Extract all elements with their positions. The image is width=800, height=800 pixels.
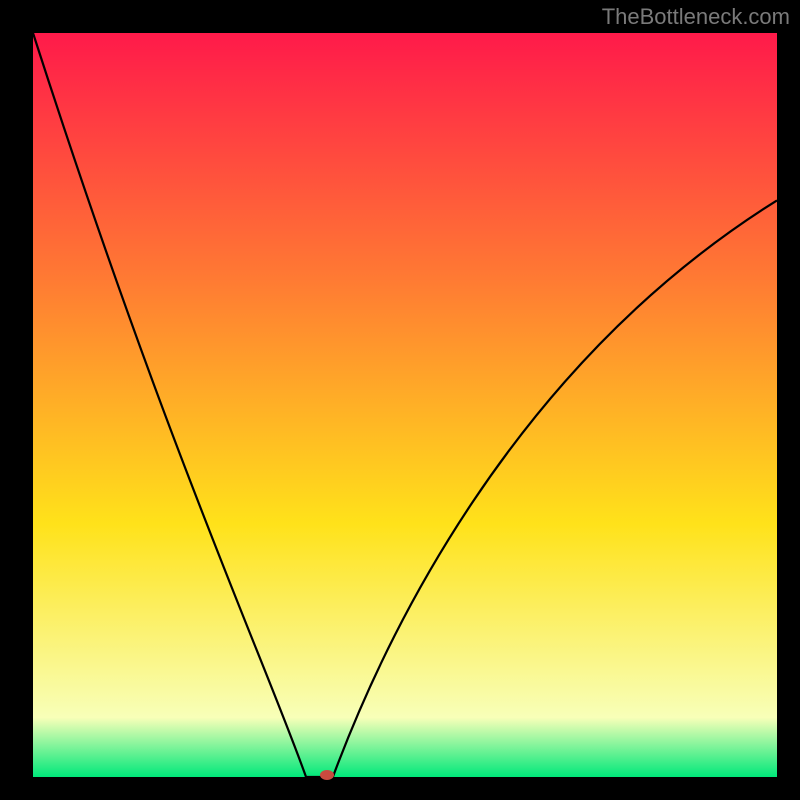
curve-path — [33, 33, 777, 777]
bottleneck-curve — [0, 0, 800, 800]
minimum-marker — [320, 770, 334, 780]
chart-root: TheBottleneck.com — [0, 0, 800, 800]
watermark-text: TheBottleneck.com — [602, 4, 790, 30]
